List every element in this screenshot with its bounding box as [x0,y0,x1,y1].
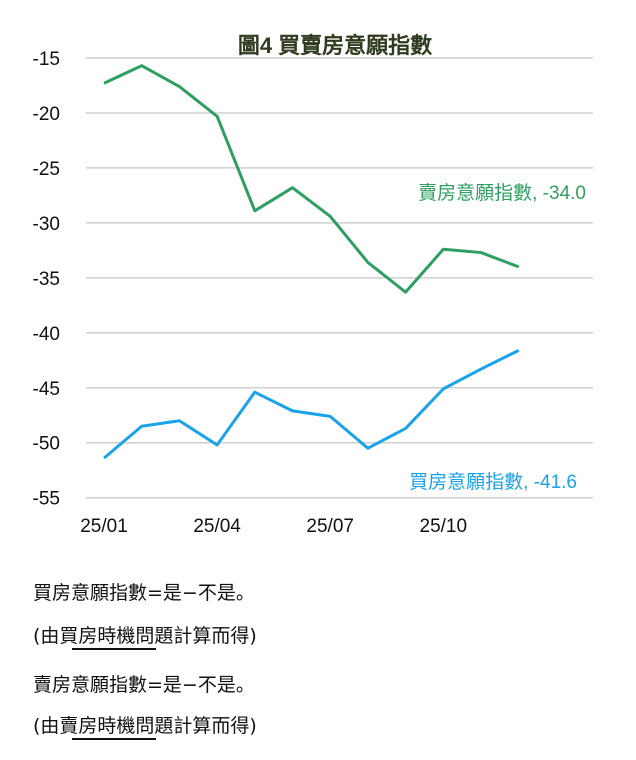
y-tick-label: -25 [33,159,60,180]
note-buy-source: (由買房時機問題計算而得) [33,625,257,647]
line-chart: 圖4 買賣房意願指數 -15 -20 -25 -30 -35 -40 -45 -50 -55 2… [33,33,593,537]
note-sell-formula: 賣房意願指數=是−不是。 [33,674,255,696]
note-buy-formula: 買房意願指數=是−不是。 [33,582,255,604]
y-tick-label: -30 [33,214,60,235]
note-underline [72,738,156,740]
series-line-sell [103,64,520,294]
y-tick-label: -35 [33,269,60,290]
x-tick-label: 25/01 [80,516,128,537]
x-tick-label: 25/10 [420,516,468,537]
note-underline [72,648,156,650]
y-tick-label: -45 [33,379,60,400]
y-tick-label: -50 [33,434,60,455]
series-line-buy [103,349,520,460]
y-tick-label: -20 [33,104,60,125]
y-tick-label: -40 [33,324,60,345]
series-label: 買房意願指數, -41.6 [409,471,577,493]
x-tick-label: 25/07 [306,516,354,537]
chart-title: 圖4 買賣房意願指數 [238,33,432,58]
x-tick-label: 25/04 [193,516,241,537]
y-tick-label: -55 [33,489,60,510]
note-sell-source: (由賣房時機問題計算而得) [33,715,257,737]
y-tick-label: -15 [33,49,60,70]
series-label: 賣房意願指數, -34.0 [418,182,586,204]
